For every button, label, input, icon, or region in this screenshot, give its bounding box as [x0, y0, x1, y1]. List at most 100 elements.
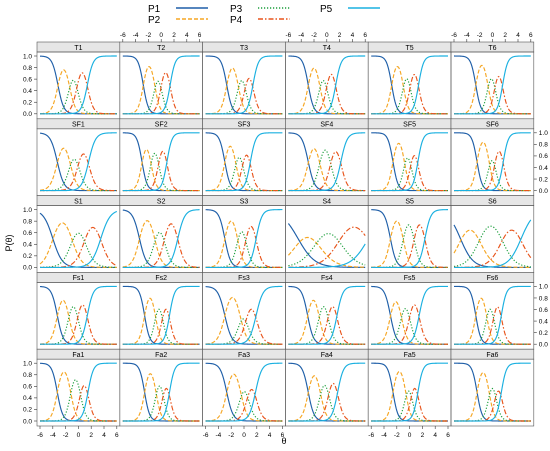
curve-p5: [205, 132, 283, 192]
panel-title: Fs2: [155, 275, 167, 282]
curve-p5: [40, 132, 117, 192]
curve-p3: [371, 224, 448, 268]
curve-p1: [454, 362, 531, 422]
panel-sf2: SF2: [119, 118, 203, 196]
curve-p5: [371, 132, 448, 192]
panel-title: Fs5: [404, 275, 416, 282]
curve-p5: [371, 362, 448, 422]
x-tick-label: -6: [368, 432, 374, 439]
x-tick-label: 6: [446, 432, 450, 439]
legend-label: P4: [230, 15, 243, 26]
y-tick-label: 0.0: [23, 111, 32, 118]
panel-title: SF4: [320, 122, 333, 129]
curve-p4: [454, 150, 531, 192]
panel-fa5: Fa5: [367, 348, 452, 427]
panel-title: Fa5: [404, 352, 416, 359]
curve-p2: [287, 236, 366, 268]
curve-p2: [39, 147, 117, 192]
curve-p3: [205, 391, 283, 422]
panel-title: Fs6: [487, 275, 499, 282]
panel-t3: T3: [202, 41, 286, 120]
curve-p2: [122, 220, 200, 268]
panel-title: SF3: [238, 122, 251, 129]
x-tick-label: 2: [421, 432, 425, 439]
curve-p1: [205, 362, 283, 422]
curve-p3: [39, 232, 117, 268]
panel-fa3: Fa3: [202, 348, 286, 427]
curve-p1: [205, 132, 283, 192]
y-tick-label: 0.2: [23, 100, 32, 107]
panel-s5: S5: [367, 195, 452, 273]
panel-title: S6: [488, 198, 497, 205]
panel-s3: S3: [202, 195, 286, 273]
curve-p3: [371, 308, 448, 345]
legend-label: P3: [230, 4, 243, 15]
panel-t2: T2: [119, 41, 203, 120]
x-tick-label: -6: [203, 432, 209, 439]
y-tick-label: 0.2: [23, 253, 32, 260]
panel-title: T6: [488, 45, 496, 52]
legend-label: P1: [148, 4, 161, 15]
curve-p1: [371, 362, 448, 422]
x-tick-label: -2: [477, 32, 483, 39]
curve-p5: [371, 209, 449, 268]
curve-p2: [288, 299, 366, 345]
curve-p4: [288, 73, 366, 115]
panel-frame: [367, 205, 452, 273]
x-tick-label: 2: [338, 32, 342, 39]
x-tick-label: -2: [146, 32, 152, 39]
curve-p2: [205, 296, 283, 345]
curve-p3: [454, 387, 531, 422]
curve-p5: [205, 285, 283, 345]
y-tick-label: 0.8: [23, 65, 32, 72]
curve-p2: [122, 373, 200, 422]
x-tick-label: 0: [242, 432, 246, 439]
curve-p1: [288, 55, 366, 115]
curve-p5: [122, 285, 200, 345]
curve-p3: [288, 233, 366, 267]
curve-p2: [39, 222, 117, 268]
panel-fs3: Fs3: [202, 272, 286, 350]
panel-grid: T1 T2 T3 T4 T5 T6 SF1 SF2 SF3 SF4 SF5 SF6 S1 S2 S3 S4 S5…: [36, 41, 535, 427]
x-tick-label: -4: [298, 32, 304, 39]
curve-p5: [371, 55, 448, 115]
x-tick-label: -4: [464, 32, 470, 39]
panel-fa4: Fa4: [285, 348, 369, 427]
panel-fa1: Fa1: [36, 348, 121, 427]
curve-p2: [205, 220, 283, 268]
x-tick-label: -4: [381, 432, 387, 439]
curve-p4: [371, 74, 448, 115]
panel-s6: S6: [450, 195, 535, 273]
y-tick-label: 0.4: [539, 165, 548, 172]
panel-title: S2: [157, 198, 166, 205]
x-tick-label: 0: [325, 32, 329, 39]
curve-p3: [454, 78, 531, 115]
curve-p4: [205, 77, 283, 115]
y-tick-label: 0.4: [23, 395, 32, 402]
x-tick-label: 0: [491, 32, 495, 39]
curve-p5: [205, 209, 283, 268]
x-tick-label: -2: [394, 432, 400, 439]
curve-p1: [39, 285, 117, 345]
y-tick-label: 1.0: [23, 53, 32, 60]
curve-p2: [371, 370, 448, 422]
panel-frame: [202, 282, 286, 350]
legend-entry-p2: P2: [148, 15, 208, 26]
x-tick-label: -2: [63, 432, 69, 439]
panel-title: S5: [405, 198, 414, 205]
curve-p2: [453, 229, 531, 268]
curve-p5: [40, 55, 117, 115]
panel-title: T5: [406, 45, 414, 52]
y-tick-label: 1.0: [539, 130, 548, 137]
panel-frame: [36, 205, 121, 273]
legend-label: P2: [148, 15, 161, 26]
y-tick-label: 0.0: [23, 418, 32, 425]
curve-p1: [205, 286, 283, 345]
curve-p5: [454, 362, 531, 422]
panel-title: Fs4: [321, 275, 333, 282]
curve-p5: [371, 285, 448, 345]
panel-sf6: SF6: [450, 118, 535, 196]
curve-p2: [288, 67, 366, 115]
x-axis-label: θ: [281, 436, 286, 446]
